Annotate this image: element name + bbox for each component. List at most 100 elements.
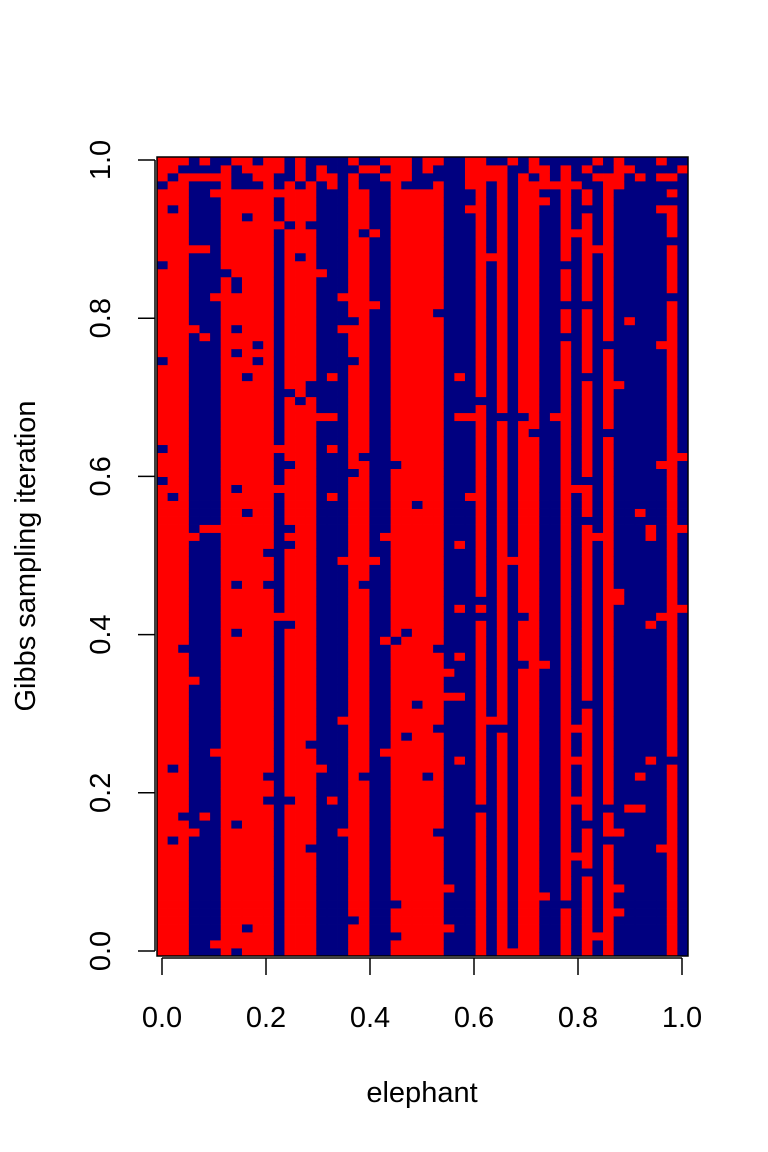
heatmap-cell xyxy=(231,388,243,398)
heatmap-cell xyxy=(411,700,423,709)
heatmap-cell xyxy=(549,420,561,430)
heatmap-cell xyxy=(305,908,317,917)
heatmap-cell xyxy=(241,812,253,821)
heatmap-cell xyxy=(358,396,370,406)
heatmap-cell xyxy=(603,780,615,789)
heatmap-cell xyxy=(613,596,625,605)
heatmap-cell xyxy=(390,516,402,525)
heatmap-cell xyxy=(475,668,487,677)
heatmap-cell xyxy=(603,324,615,334)
heatmap-cell xyxy=(624,876,636,885)
heatmap-cell xyxy=(273,892,285,901)
heatmap-cell xyxy=(348,876,360,885)
heatmap-cell xyxy=(443,516,455,525)
heatmap-cell xyxy=(571,868,583,877)
heatmap-cell xyxy=(443,348,455,358)
heatmap-cell xyxy=(241,644,253,653)
heatmap-cell xyxy=(624,572,636,581)
heatmap-cell xyxy=(231,564,243,573)
heatmap-cell xyxy=(390,196,402,206)
heatmap-cell xyxy=(199,660,211,669)
heatmap-cell xyxy=(295,620,307,629)
heatmap-cell xyxy=(539,860,551,869)
heatmap-cell xyxy=(645,572,657,581)
heatmap-cell xyxy=(157,380,169,390)
heatmap-cell xyxy=(380,196,392,206)
heatmap-cell xyxy=(369,292,381,302)
heatmap-cell xyxy=(411,668,423,677)
heatmap-cell xyxy=(252,612,264,621)
heatmap-cell xyxy=(401,812,413,821)
heatmap-cell xyxy=(634,908,646,917)
heatmap-cell xyxy=(390,676,402,685)
heatmap-cell xyxy=(157,676,169,685)
heatmap-cell xyxy=(592,676,604,685)
heatmap-cell xyxy=(433,324,445,334)
heatmap-cell xyxy=(634,892,646,901)
heatmap-cell xyxy=(634,676,646,685)
heatmap-cell xyxy=(496,780,508,789)
heatmap-cell xyxy=(263,644,275,653)
heatmap-cell xyxy=(571,908,583,917)
heatmap-cell xyxy=(454,796,466,805)
heatmap-cell xyxy=(284,172,296,182)
heatmap-cell xyxy=(507,492,519,501)
heatmap-cell xyxy=(549,900,561,909)
heatmap-cell xyxy=(422,348,434,358)
heatmap-cell xyxy=(592,548,604,557)
heatmap-cell xyxy=(167,348,179,358)
heatmap-cell xyxy=(241,572,253,581)
heatmap-cell xyxy=(475,516,487,525)
heatmap-cell xyxy=(273,268,285,278)
heatmap-cell xyxy=(157,540,169,549)
heatmap-cell xyxy=(369,252,381,262)
heatmap-cell xyxy=(571,260,583,270)
heatmap-cell xyxy=(284,556,296,565)
heatmap-cell xyxy=(677,924,689,933)
heatmap-cell xyxy=(305,476,317,485)
heatmap-cell xyxy=(295,644,307,653)
heatmap-cell xyxy=(634,780,646,789)
heatmap-cell xyxy=(358,908,370,917)
heatmap-cell xyxy=(263,236,275,246)
heatmap-cell xyxy=(220,732,232,741)
heatmap-cell xyxy=(560,476,572,485)
heatmap-cell xyxy=(443,204,455,214)
heatmap-cell xyxy=(592,204,604,214)
heatmap-cell xyxy=(656,924,668,933)
heatmap-cell xyxy=(188,788,200,797)
heatmap-cell xyxy=(305,404,317,414)
heatmap-cell xyxy=(464,316,476,326)
heatmap-cell xyxy=(411,468,423,477)
heatmap-cell xyxy=(549,204,561,214)
heatmap-cell xyxy=(231,652,243,661)
heatmap-cell xyxy=(411,868,423,877)
heatmap-cell xyxy=(157,612,169,621)
heatmap-cell xyxy=(422,404,434,414)
heatmap-cell xyxy=(603,692,615,701)
heatmap-cell xyxy=(167,644,179,653)
heatmap-cell xyxy=(401,604,413,613)
heatmap-cell xyxy=(677,324,689,334)
heatmap-cell xyxy=(273,204,285,214)
heatmap-cell xyxy=(241,828,253,837)
heatmap-cell xyxy=(178,940,190,949)
heatmap-cell xyxy=(305,308,317,318)
heatmap-cell xyxy=(443,300,455,310)
heatmap-cell xyxy=(295,204,307,214)
heatmap-cell xyxy=(656,532,668,541)
heatmap-cell xyxy=(284,572,296,581)
heatmap-cell xyxy=(231,764,243,773)
heatmap-cell xyxy=(369,772,381,781)
heatmap-cell xyxy=(592,300,604,310)
heatmap-cell xyxy=(167,428,179,438)
heatmap-cell xyxy=(188,828,200,837)
heatmap-cell xyxy=(241,700,253,709)
heatmap-cell xyxy=(380,284,392,294)
heatmap-cell xyxy=(358,556,370,565)
heatmap-cell xyxy=(220,756,232,765)
heatmap-cell xyxy=(603,180,615,190)
heatmap-cell xyxy=(613,588,625,597)
heatmap-cell xyxy=(666,484,678,493)
heatmap-cell xyxy=(316,180,328,190)
